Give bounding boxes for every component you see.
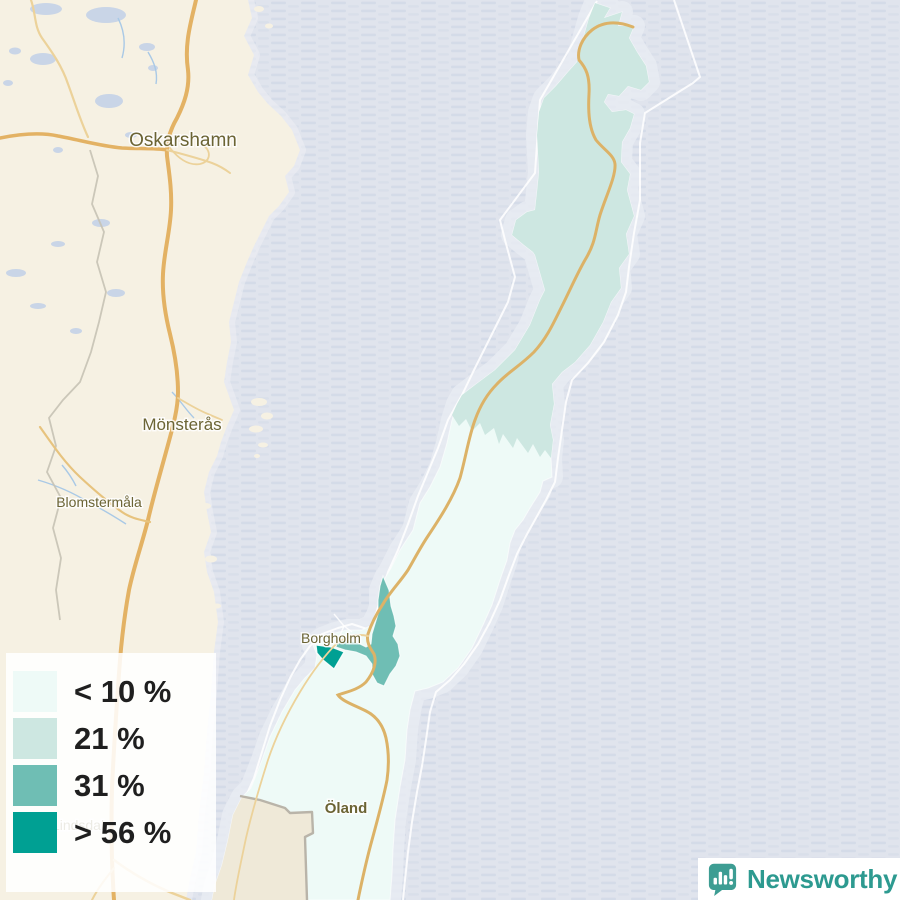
streams xyxy=(37,17,195,525)
legend-row: 21 % xyxy=(13,718,216,759)
label-borgholm: Borgholm xyxy=(301,630,361,646)
label-oskarshamn: Oskarshamn xyxy=(129,130,237,151)
legend-swatch-31pct xyxy=(13,765,57,806)
legend-label: > 56 % xyxy=(74,815,172,850)
island-roads xyxy=(233,21,635,900)
legend-label: 21 % xyxy=(74,721,145,756)
newsworthy-logo[interactable]: Newsworthy xyxy=(698,858,900,900)
label-blomstermala: Blomstermåla xyxy=(56,494,142,510)
legend-label: < 10 % xyxy=(74,674,172,709)
legend-swatch-21pct xyxy=(13,718,57,759)
label-monsteras: Mönsterås xyxy=(142,415,221,434)
newsworthy-pin-barchart-icon xyxy=(708,863,737,896)
maritime-admin-borders xyxy=(245,0,701,900)
newsworthy-wordmark: Newsworthy xyxy=(747,863,898,894)
legend-row: > 56 % xyxy=(13,812,216,853)
label-oland: Öland xyxy=(325,800,368,817)
legend-label: 31 % xyxy=(74,768,145,803)
sub-borders xyxy=(333,613,353,641)
legend-swatch-under-10pct xyxy=(13,671,57,712)
lakes xyxy=(3,3,158,334)
region-oland-north-21pct xyxy=(452,3,649,458)
municipal-border-gray xyxy=(239,794,315,900)
legend-swatch-over-56pct xyxy=(13,812,57,853)
legend-row: < 10 % xyxy=(13,671,216,712)
legend: < 10 % 21 % 31 % > 56 % xyxy=(6,653,216,892)
region-borgholm-town-over-56pct xyxy=(315,644,345,670)
region-nodata-land xyxy=(212,797,313,900)
legend-row: 31 % xyxy=(13,765,216,806)
county-border xyxy=(46,149,107,621)
coastal-islets xyxy=(201,6,273,609)
